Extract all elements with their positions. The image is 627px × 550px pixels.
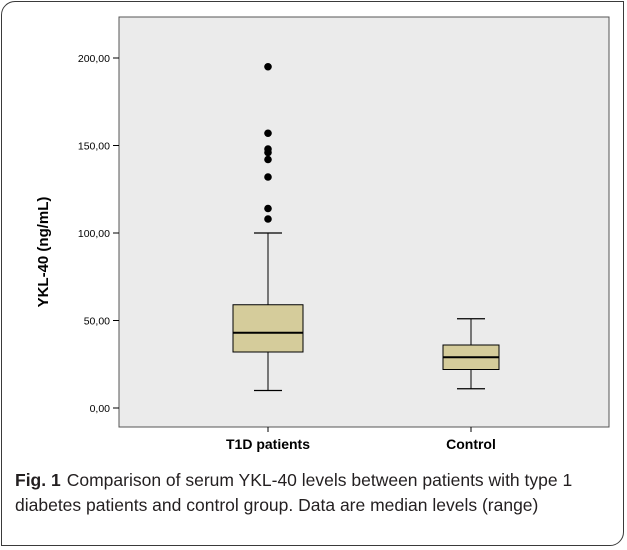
box-group xyxy=(442,318,500,390)
x-category-label: Control xyxy=(446,436,496,452)
outlier-point xyxy=(264,204,272,213)
iqr-box xyxy=(232,304,304,353)
outlier-point xyxy=(264,62,272,71)
outlier-point xyxy=(264,145,272,153)
y-axis-title: YKL-40 (ng/mL) xyxy=(35,197,52,308)
outlier-point xyxy=(264,173,272,181)
x-category-label: T1D patients xyxy=(226,436,310,452)
y-tick-label: 0,00 xyxy=(90,403,111,415)
boxes xyxy=(232,62,500,392)
y-tick-label: 200,00 xyxy=(78,53,110,65)
outlier-point xyxy=(264,215,272,223)
plot-area xyxy=(118,16,610,428)
box-plot-chart: 0,00 50,00 100,00 150,00 200,00 T1D patients… xyxy=(35,16,610,452)
figure-caption: Fig. 1 Comparison of serum YKL-40 levels … xyxy=(15,468,615,518)
outlier-point xyxy=(264,129,272,138)
y-tick-label: 100,00 xyxy=(78,228,110,240)
caption-text: Comparison of serum YKL-40 levels betwee… xyxy=(15,470,573,515)
x-axis: T1D patients Control xyxy=(226,427,496,452)
box-group xyxy=(232,62,304,392)
y-axis: 0,00 50,00 100,00 150,00 200,00 xyxy=(78,53,119,415)
outlier-point xyxy=(264,155,272,164)
y-tick-label: 50,00 xyxy=(84,316,110,328)
y-tick-label: 150,00 xyxy=(78,141,110,153)
figure-label: Fig. 1 xyxy=(15,470,61,490)
